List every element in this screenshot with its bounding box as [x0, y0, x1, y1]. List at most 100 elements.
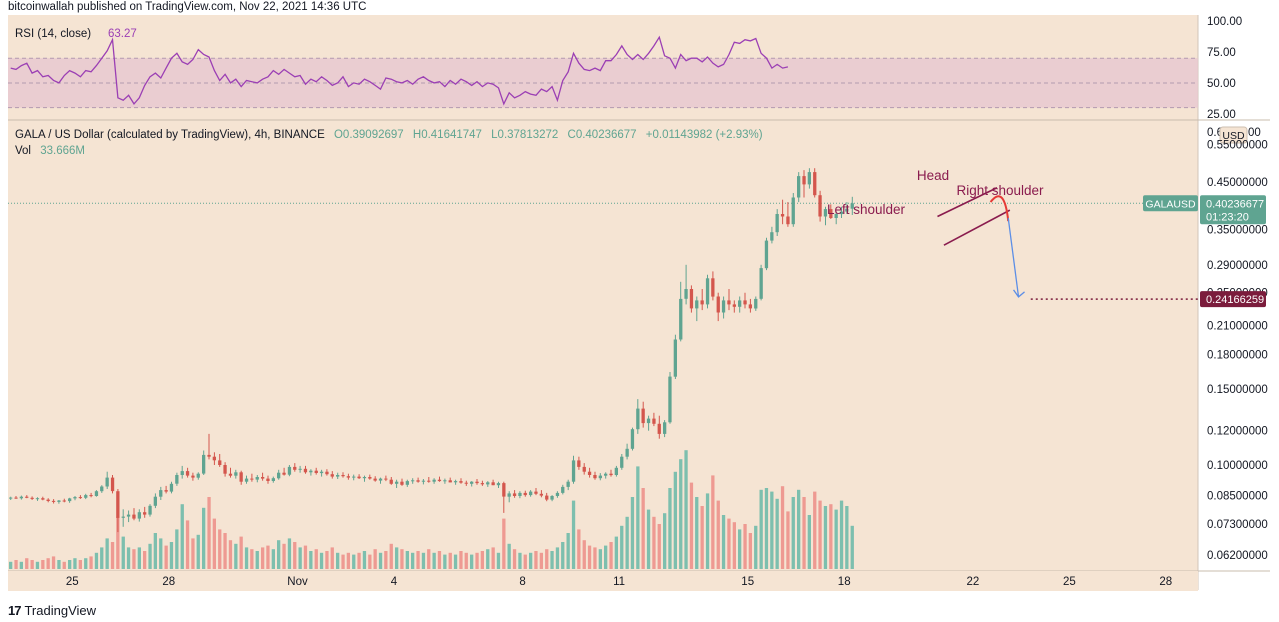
legend-low: L0.37813272	[491, 129, 558, 141]
time-tick-label: 28	[1159, 576, 1172, 588]
volume-bar	[593, 547, 597, 569]
volume-bar	[791, 497, 795, 569]
volume-bar	[207, 497, 211, 569]
candle	[593, 471, 597, 480]
volume-bar	[196, 534, 200, 569]
tradingview-logo[interactable]: 17 TradingView	[8, 603, 96, 618]
target-price-label: 0.24166259	[1206, 294, 1264, 306]
volume-bar	[427, 549, 431, 569]
candle	[298, 465, 302, 473]
candle	[523, 490, 527, 497]
candle	[539, 490, 543, 498]
candle	[405, 479, 409, 487]
candle	[30, 496, 34, 500]
candle	[400, 478, 404, 486]
candle	[807, 168, 811, 189]
candle	[732, 300, 736, 313]
volume-bar	[346, 552, 350, 569]
candle	[14, 496, 18, 499]
candle	[191, 472, 195, 481]
volume-bar	[62, 561, 66, 569]
volume-bar	[652, 516, 656, 569]
candle	[604, 472, 608, 479]
volume-bar	[164, 545, 168, 569]
candle	[598, 473, 602, 481]
time-tick-label: 28	[162, 576, 175, 588]
candle	[9, 496, 13, 500]
volume-bar	[748, 533, 752, 569]
candle	[797, 172, 801, 203]
candle	[748, 298, 752, 313]
volume-bar	[727, 518, 731, 569]
volume-bar	[153, 533, 157, 569]
volume-bar	[405, 551, 409, 569]
rsi-legend-name[interactable]: RSI (14, close)	[15, 28, 91, 40]
volume-bar	[545, 549, 549, 569]
candle	[94, 490, 99, 497]
price-axis[interactable]: 0.6 00 USD 0.55000000 0.45000000 0.3500000…	[1143, 126, 1268, 562]
volume-bar	[298, 547, 302, 569]
candle	[84, 493, 88, 500]
price-tick-label: 0.08500000	[1207, 491, 1268, 503]
candle	[234, 469, 238, 479]
candle	[614, 465, 618, 477]
time-tick-label: 15	[741, 576, 754, 588]
time-axis[interactable]: 25 28 Nov 4 8 11 15 18 22 25 28	[66, 576, 1172, 588]
volume-bar	[19, 561, 23, 569]
candle	[319, 469, 324, 477]
volume-bar	[78, 560, 82, 569]
volume-bar	[110, 542, 115, 569]
legend-open: O0.39092697	[334, 129, 404, 141]
volume-bar	[598, 549, 602, 569]
candle	[196, 472, 200, 480]
volume-bar	[732, 522, 736, 569]
volume-bar	[100, 547, 104, 569]
volume-bar	[212, 518, 216, 569]
volume-bar	[673, 471, 677, 569]
volume-bar	[480, 551, 484, 569]
candle	[282, 467, 286, 476]
time-tick-label: 4	[391, 576, 398, 588]
volume-bar	[754, 525, 758, 569]
volume-bar	[271, 549, 275, 569]
candle	[330, 471, 334, 479]
candle	[303, 465, 308, 474]
right-shoulder-label: Right shoulder	[956, 183, 1044, 198]
candle	[695, 296, 699, 322]
candle	[679, 281, 683, 342]
volume-bar	[261, 547, 265, 569]
candle	[673, 334, 677, 379]
volume-bar	[453, 554, 458, 569]
candle	[518, 491, 522, 499]
candle	[395, 479, 399, 488]
volume-bar	[786, 511, 790, 569]
volume-bar	[330, 547, 334, 569]
candle	[368, 474, 372, 480]
candle	[657, 415, 661, 439]
volume-bar	[470, 554, 474, 569]
volume-bar	[700, 506, 704, 569]
head-label: Head	[917, 168, 949, 183]
currency-unit-badge[interactable]	[1219, 126, 1248, 144]
candle	[432, 478, 436, 484]
candle	[202, 450, 206, 475]
volume-bar	[30, 560, 34, 569]
volume-bar	[137, 547, 141, 569]
candle	[496, 481, 501, 488]
volume-bar	[797, 489, 801, 569]
time-tick-label: 11	[613, 576, 625, 588]
candle	[244, 475, 249, 484]
volume-bar	[411, 552, 415, 569]
volume-bar	[116, 516, 120, 569]
volume-bar	[432, 552, 436, 569]
countdown-label: 01:23:20	[1206, 211, 1249, 223]
volume-bar	[759, 489, 763, 569]
candle	[727, 289, 731, 311]
candle	[35, 497, 40, 501]
volume-bar	[464, 552, 468, 569]
symbol-legend[interactable]: GALA / US Dollar (calculated by TradingV…	[15, 129, 763, 141]
volume-bar	[51, 556, 56, 569]
candle	[512, 490, 517, 498]
volume-legend[interactable]: Vol 33.666M	[15, 145, 85, 157]
volume-bar	[625, 516, 629, 569]
